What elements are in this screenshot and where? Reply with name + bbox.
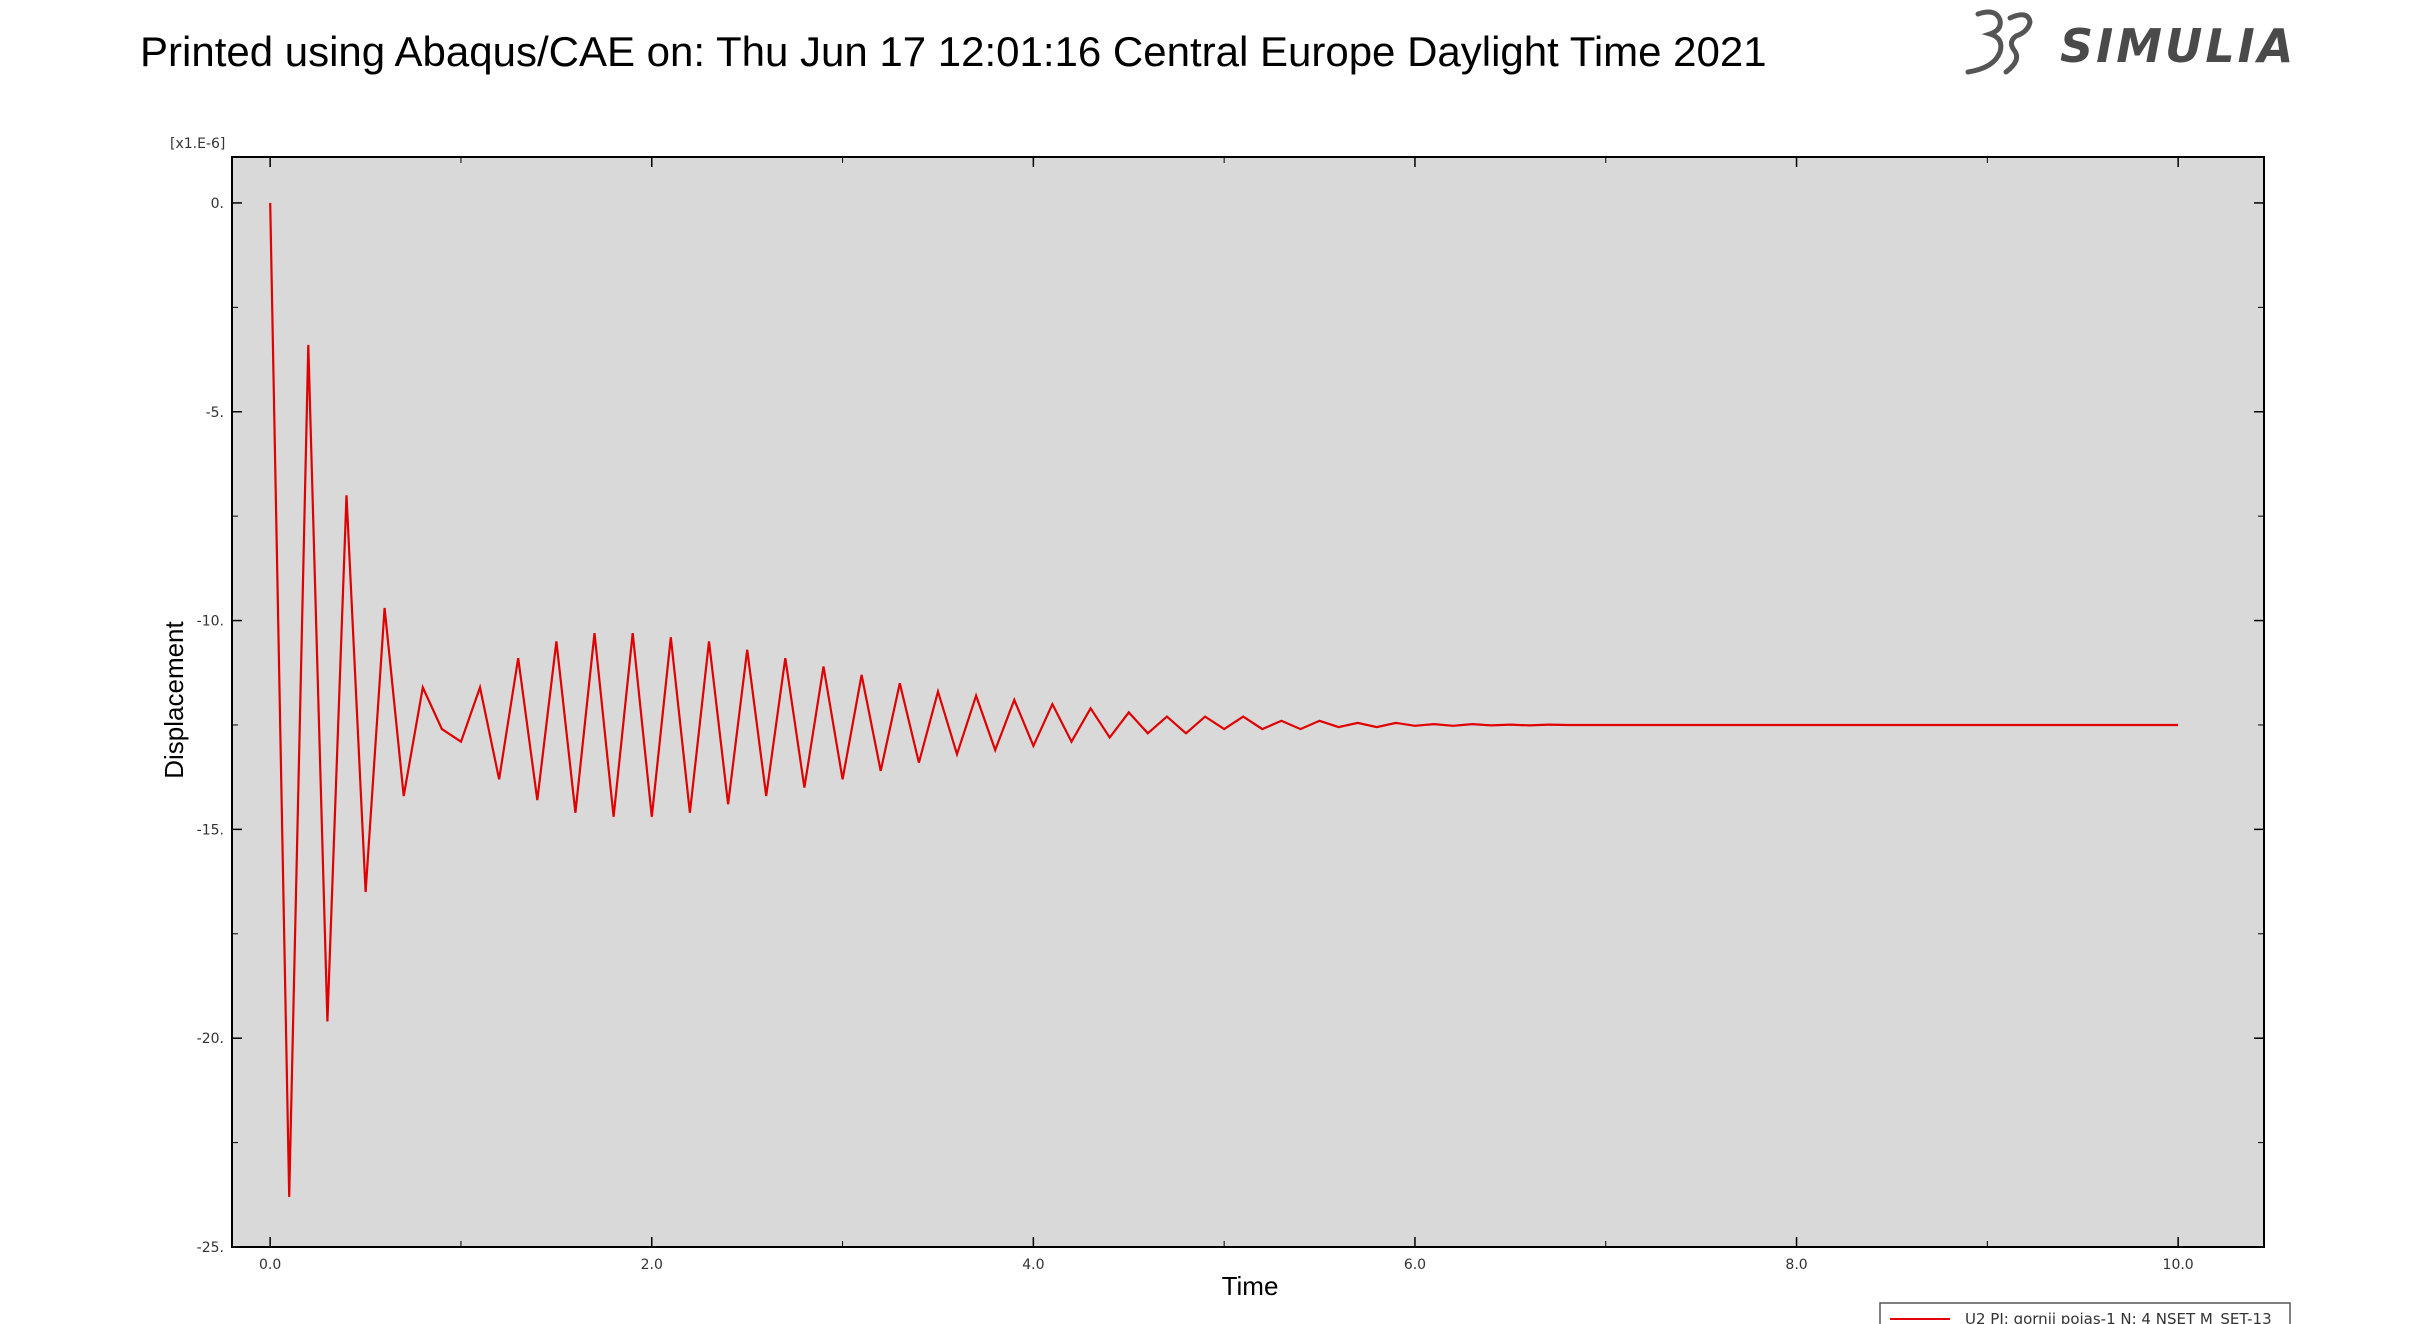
series-line-u2 bbox=[269, 202, 2179, 1197]
y-tick-label: -10. bbox=[197, 614, 224, 630]
legend: U2 PI: gornji pojas-1 N: 4 NSET M_SET-13 bbox=[1879, 1302, 2291, 1324]
x-tick-label: 0.0 bbox=[259, 1257, 281, 1273]
x-tick-label: 6.0 bbox=[1404, 1257, 1426, 1273]
x-tick-label: 2.0 bbox=[641, 1257, 663, 1273]
tick-labels: 0.0 2.0 4.0 6.0 8.0 10.0 0. -5. -10. -15. -20. -25. bbox=[197, 196, 2194, 1273]
x-tick-label: 4.0 bbox=[1022, 1257, 1044, 1273]
legend-box bbox=[1879, 1302, 2291, 1324]
x-axis-label: Time bbox=[1222, 1271, 1279, 1301]
axis-ticks bbox=[232, 157, 2264, 1248]
x-tick-label: 10.0 bbox=[2163, 1257, 2194, 1273]
y-axis-label: Displacement bbox=[159, 620, 189, 778]
legend-entry: U2 PI: gornji pojas-1 N: 4 NSET M_SET-13 bbox=[1965, 1310, 2272, 1324]
logo-text: SIMULIA bbox=[2060, 19, 2296, 73]
y-tick-label: -15. bbox=[197, 822, 224, 838]
y-tick-label: -5. bbox=[206, 405, 224, 421]
plot-background bbox=[231, 156, 2265, 1248]
3ds-logo-icon bbox=[1965, 9, 2033, 75]
x-tick-label: 8.0 bbox=[1785, 1257, 1807, 1273]
y-multiplier-label: [x1.E-6] bbox=[170, 136, 225, 152]
simulia-logo: SIMULIA bbox=[1965, 9, 2296, 75]
page-title: Printed using Abaqus/CAE on: Thu Jun 17 … bbox=[140, 28, 1767, 75]
y-tick-label: -20. bbox=[197, 1031, 224, 1047]
y-tick-label: -25. bbox=[197, 1240, 224, 1256]
y-tick-label: 0. bbox=[211, 196, 224, 212]
